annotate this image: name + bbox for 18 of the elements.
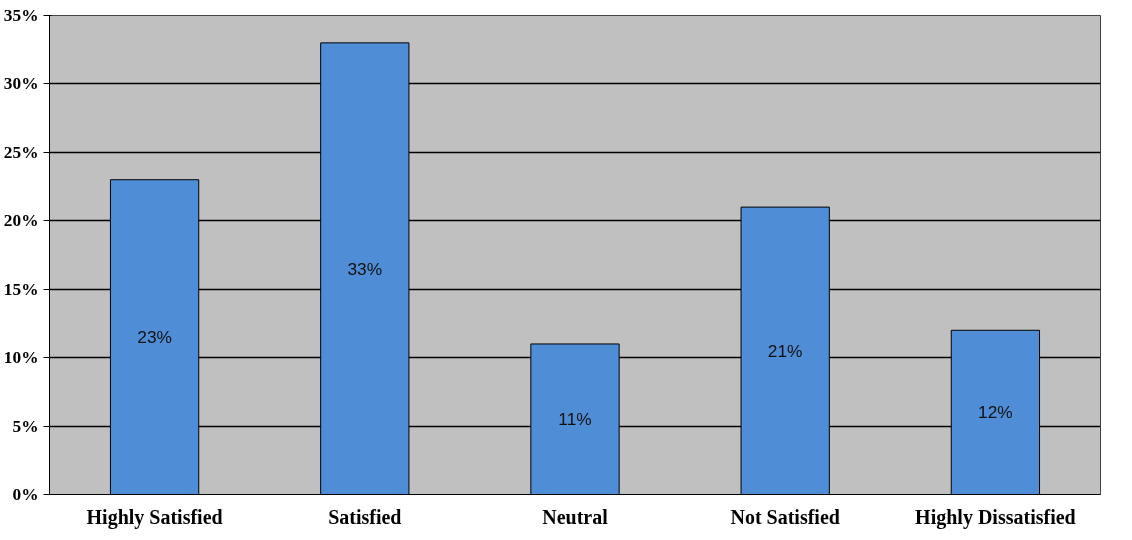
y-tick-label: 10%: [3, 348, 39, 368]
data-label: 11%: [558, 409, 592, 430]
y-tick-label: 20%: [3, 211, 39, 231]
data-label: 12%: [978, 402, 1013, 423]
y-tick-label: 35%: [3, 6, 39, 25]
y-tick-label: 5%: [12, 416, 39, 436]
data-label: 21%: [767, 340, 803, 361]
data-label: 33%: [347, 258, 383, 279]
y-tick-label: 25%: [3, 142, 39, 162]
y-tick-label: 15%: [3, 279, 39, 299]
x-tick-label: Not Satisfied: [730, 505, 840, 528]
data-label: 23%: [137, 327, 172, 348]
y-tick-label: 30%: [3, 74, 39, 94]
x-tick-label: Highly Dissatisfied: [915, 505, 1076, 529]
x-tick-label: Satisfied: [328, 505, 402, 528]
x-tick-label: Neutral: [542, 505, 609, 528]
y-tick-label: 0%: [12, 485, 39, 504]
x-tick-label: Highly Satisfied: [86, 505, 223, 529]
